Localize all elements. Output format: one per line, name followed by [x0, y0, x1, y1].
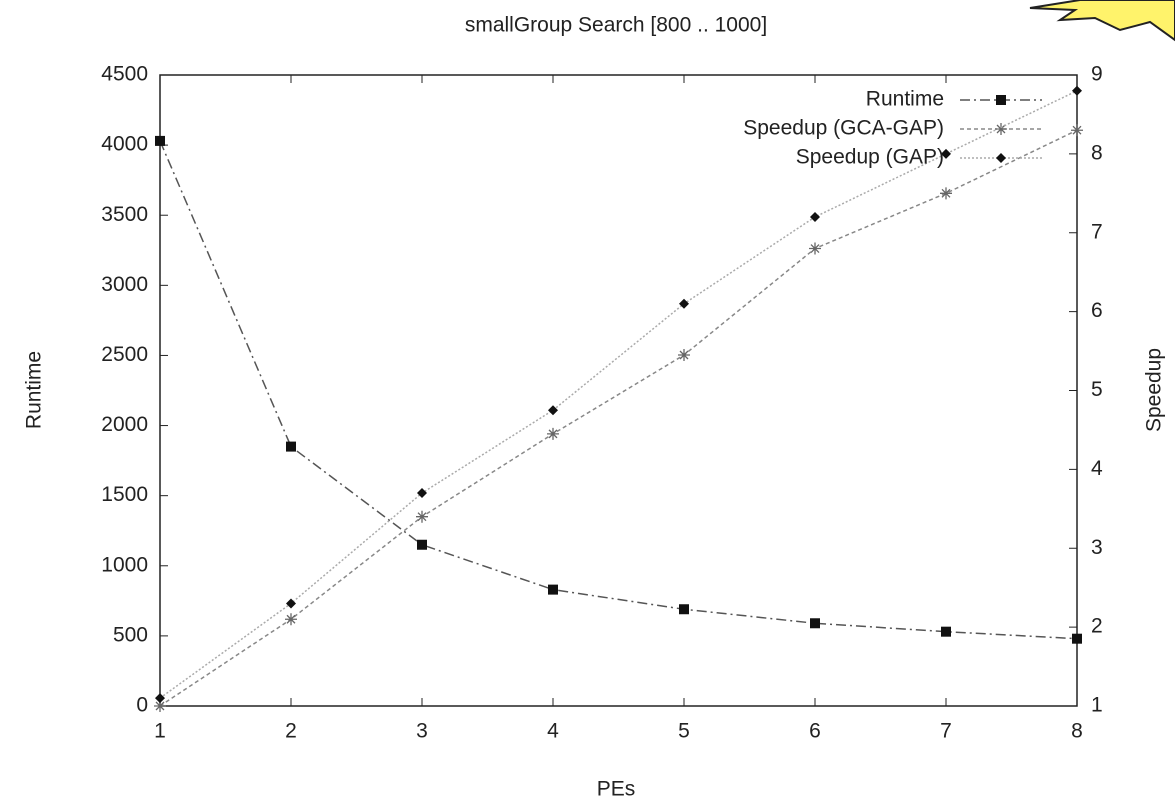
marker-diamond	[417, 488, 427, 499]
y-tick-label: 1500	[101, 483, 148, 506]
legend-label: Runtime	[866, 88, 944, 111]
y-tick-label: 4000	[101, 133, 148, 156]
y2-tick-label: 9	[1091, 63, 1103, 86]
y-tick-label: 1000	[101, 553, 148, 576]
y2-tick-label: 1	[1091, 694, 1103, 717]
marker-diamond	[155, 693, 165, 704]
marker-square	[679, 604, 689, 615]
marker-square	[996, 95, 1006, 105]
y-tick-label: 0	[136, 694, 148, 717]
x-tick-label: 2	[285, 720, 297, 743]
y2-tick-label: 5	[1091, 378, 1103, 401]
marker-square	[417, 539, 427, 550]
series-line	[159, 140, 1078, 640]
marker-square	[1072, 633, 1082, 644]
marker-diamond	[679, 298, 689, 309]
marker-diamond	[810, 211, 820, 222]
marker-star	[809, 242, 821, 255]
marker-diamond	[996, 153, 1006, 163]
y2-axis-label: Speedup	[1143, 348, 1166, 432]
x-tick-label: 8	[1071, 720, 1083, 743]
legend-label: Speedup (GAP)	[796, 146, 944, 169]
y-tick-label: 3500	[101, 203, 148, 226]
x-tick-label: 7	[940, 720, 952, 743]
starburst-decoration	[1029, 0, 1175, 42]
marker-star	[154, 700, 166, 712]
marker-star	[1071, 124, 1083, 137]
marker-square	[155, 135, 165, 146]
x-axis-label: PEs	[597, 778, 636, 801]
marker-star	[285, 613, 297, 626]
y-tick-label: 2000	[101, 413, 148, 436]
marker-diamond	[941, 148, 951, 159]
marker-square	[548, 584, 558, 595]
y2-tick-label: 2	[1091, 615, 1103, 638]
y-tick-label: 2500	[101, 343, 148, 366]
marker-diamond	[1072, 85, 1082, 96]
series-line	[159, 90, 1078, 699]
y-axis-label: Runtime	[23, 351, 46, 429]
x-tick-label: 4	[547, 720, 559, 743]
y-tick-label: 3000	[101, 273, 148, 296]
x-tick-label: 6	[809, 720, 821, 743]
marker-square	[941, 626, 951, 637]
marker-diamond	[548, 405, 558, 416]
marker-star	[678, 349, 690, 362]
plot-frame	[159, 74, 1078, 707]
marker-square	[810, 618, 820, 629]
y-tick-label: 500	[113, 623, 148, 646]
x-tick-label: 3	[416, 720, 428, 743]
y2-tick-label: 8	[1091, 141, 1103, 164]
marker-square	[286, 441, 296, 452]
x-tick-label: 5	[678, 720, 690, 743]
x-tick-label: 1	[154, 720, 166, 743]
marker-star	[416, 510, 428, 523]
marker-diamond	[286, 598, 296, 609]
marker-star	[995, 123, 1007, 135]
series-line	[159, 129, 1078, 707]
y-tick-label: 4500	[101, 63, 148, 86]
marker-star	[940, 187, 952, 200]
y2-tick-label: 4	[1091, 457, 1103, 480]
y2-tick-label: 7	[1091, 220, 1103, 243]
marker-star	[547, 427, 559, 440]
y2-tick-label: 3	[1091, 536, 1103, 559]
chart-title: smallGroup Search [800 .. 1000]	[465, 14, 767, 37]
y2-tick-label: 6	[1091, 299, 1103, 322]
legend-label: Speedup (GCA-GAP)	[743, 117, 944, 140]
